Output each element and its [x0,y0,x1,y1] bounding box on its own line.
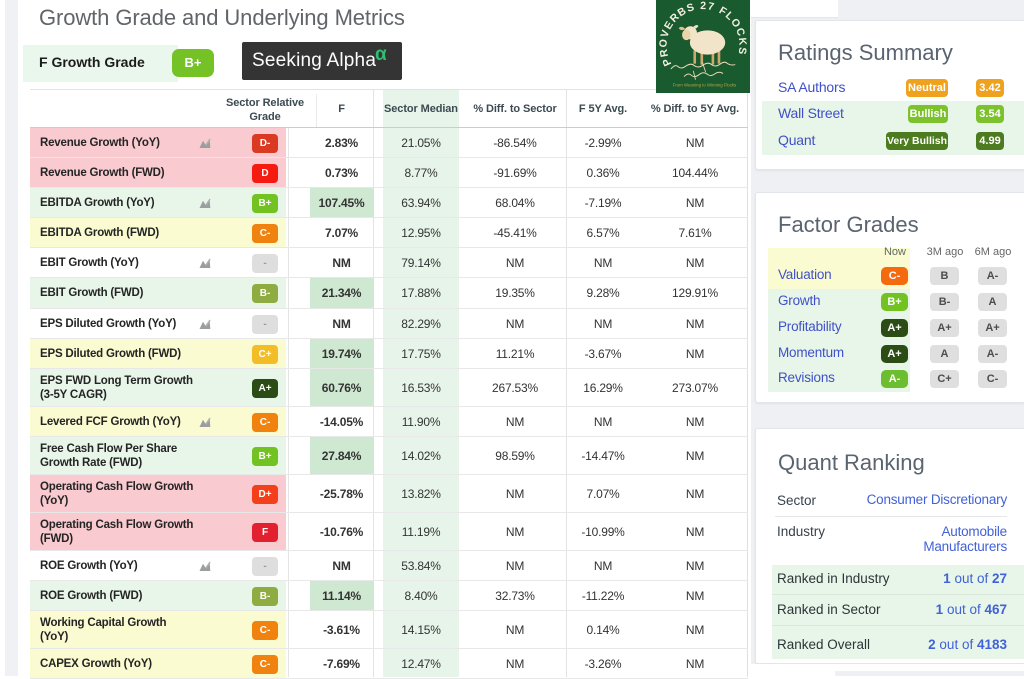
svg-text:From Weaning to Winning Flocks: From Weaning to Winning Flocks [673,82,737,87]
